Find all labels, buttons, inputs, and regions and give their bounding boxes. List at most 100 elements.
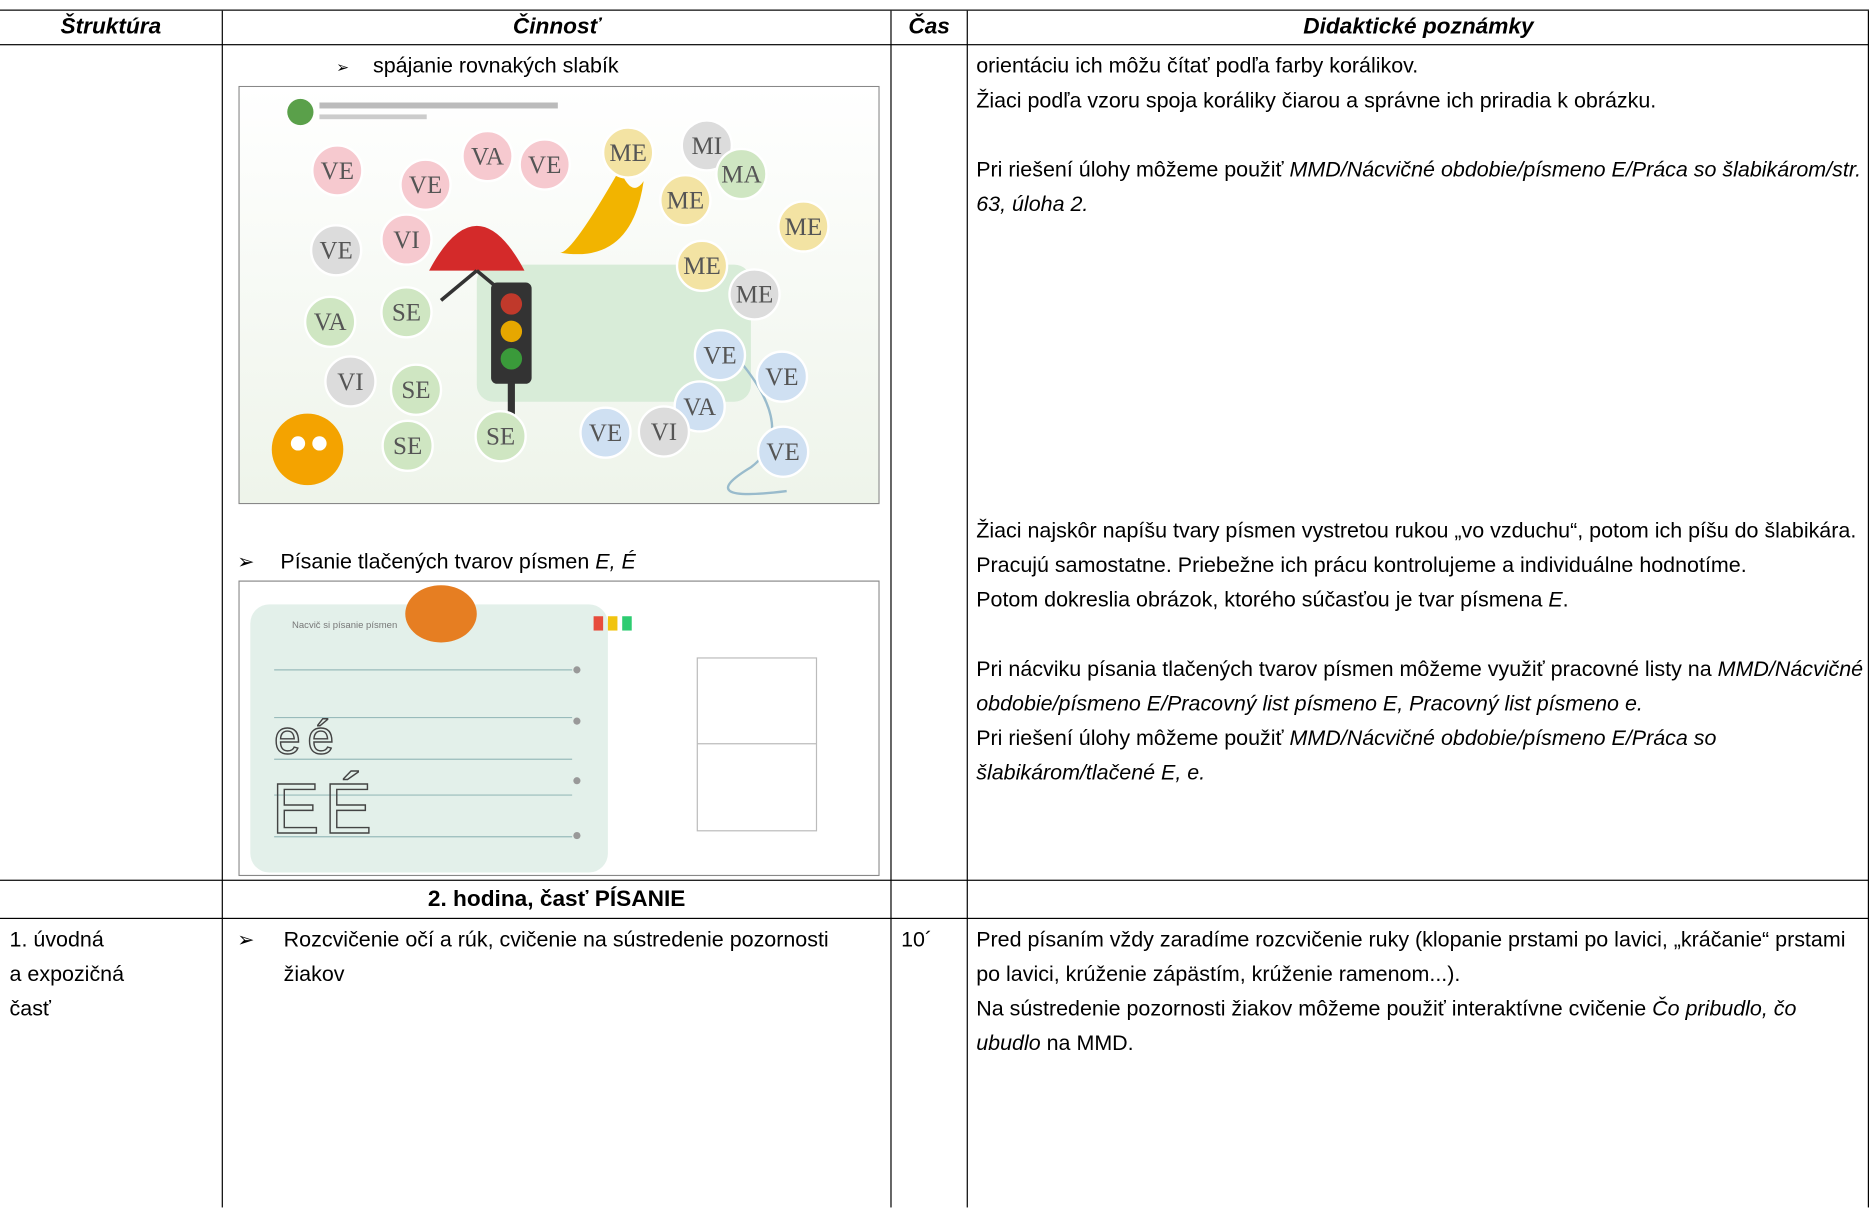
bead-label: SE <box>392 300 421 327</box>
text-run: orientáciu ich môžu čítať podľa farby ko… <box>976 53 1419 78</box>
bead-label: SE <box>486 424 515 451</box>
rule <box>890 10 892 1208</box>
bead <box>693 328 747 382</box>
bead-label: SE <box>401 377 430 404</box>
text-run: na MMD. <box>1040 1031 1134 1055</box>
bead <box>680 119 734 172</box>
text-run: Pri nácviku písania tlačených tvarov pís… <box>976 656 1718 681</box>
section-title: 2. hodina, časť PÍSANIE <box>427 886 686 912</box>
text-run: Čo pribudlo, čo ubudlo <box>976 996 1797 1055</box>
bead <box>601 126 655 179</box>
bead <box>777 200 830 253</box>
bead <box>389 363 443 416</box>
bead-label: VE <box>765 364 798 391</box>
bead-label: VA <box>683 394 716 421</box>
bead <box>518 138 571 191</box>
header-cell: Didaktické poznámky <box>1303 14 1534 40</box>
structure-line: a expozičná <box>9 961 125 986</box>
bead-label: VE <box>319 238 352 265</box>
text-run: Žiaci najskôr napíšu tvary písmen vystre… <box>976 518 1857 577</box>
time: 10´ <box>901 927 933 952</box>
bead <box>715 147 768 201</box>
structure-cell: 1. úvodná a expozičná časť <box>10 923 125 1027</box>
bead <box>380 213 433 266</box>
bead <box>324 355 377 408</box>
text-run: Pri riešení úlohy môžeme použiť <box>976 157 1290 182</box>
caption: Nacvič si písanie písmen <box>292 620 397 631</box>
paragraph: Pri nácviku písania tlačených tvarov pís… <box>976 652 1864 721</box>
spacer <box>976 617 1864 652</box>
structure-line: 1. úvodná <box>9 927 104 952</box>
bead <box>399 158 452 211</box>
bead <box>755 350 809 403</box>
paragraph: Žiaci podľa vzoru spoja koráliky čiarou … <box>976 83 1864 118</box>
bead-label: VE <box>409 172 442 199</box>
bead-label: ME <box>683 253 721 280</box>
text-run: E, É <box>595 549 636 574</box>
notes: Pred písaním vždy zaradíme rozcvičenie r… <box>976 923 1864 1061</box>
bead-label: VE <box>528 152 561 179</box>
bead-label: MI <box>692 133 723 160</box>
bead <box>659 174 712 227</box>
bead-label: MA <box>721 161 761 188</box>
paragraph: Pred písaním vždy zaradíme rozcvičenie r… <box>976 923 1864 992</box>
rule <box>0 917 1869 920</box>
bead <box>381 419 434 473</box>
bead-label: VI <box>337 369 363 396</box>
text-run: Žiaci podľa vzoru spoja koráliky čiarou … <box>976 88 1657 113</box>
notes: Žiaci najskôr napíšu tvary písmen vystre… <box>976 514 1864 791</box>
rule <box>221 10 223 1208</box>
structure-line: časť <box>9 996 51 1021</box>
bead <box>728 268 781 321</box>
bead <box>637 405 691 458</box>
spacer <box>976 118 1864 153</box>
bead-label: ME <box>609 140 647 167</box>
text-run: MMD/Nácvičné obdobie/písmeno E/Pracovný … <box>976 656 1864 716</box>
rule <box>966 10 968 1208</box>
bead <box>309 224 363 277</box>
rule <box>0 44 1869 46</box>
bead <box>311 144 364 197</box>
rule <box>0 9 1869 11</box>
bead-label: ME <box>785 214 823 241</box>
text-run: Pred písaním vždy zaradíme rozcvičenie r… <box>976 927 1846 986</box>
paragraph: orientáciu ich môžu čítať podľa farby ko… <box>976 49 1864 84</box>
paragraph: Pri riešení úlohy môžeme použiť MMD/Nácv… <box>976 153 1864 222</box>
text-run: E <box>1548 587 1563 612</box>
text-run: MMD/Nácvičné obdobie/písmeno E/Práca so … <box>976 157 1862 216</box>
text-run: Potom dokreslia obrázok, ktorého súčasťo… <box>976 587 1549 612</box>
text-run: . <box>1562 587 1569 612</box>
text-run: Písanie tlačených tvarov písmen <box>280 549 596 574</box>
bullet-item: ➢ spájanie rovnakých slabík <box>336 53 619 78</box>
activity: Písanie tlačených tvarov písmen E, É <box>280 549 635 573</box>
header-cell: Činnosť <box>512 14 601 40</box>
letter: É <box>324 769 372 849</box>
text-run: MMD/Nácvičné obdobie/písmeno E/Práca so … <box>976 725 1717 785</box>
rule <box>0 879 1869 881</box>
text-run: Na sústredenie pozornosti žiakov môžeme … <box>976 996 1653 1021</box>
bead-label: SE <box>393 433 422 460</box>
bead <box>756 425 810 478</box>
bead-label: VI <box>393 227 419 254</box>
bullet-item: ➢ Rozcvičenie očí a rúk, cvičenie na súst… <box>237 923 881 992</box>
bead-label: VE <box>589 420 622 447</box>
bead-label: VA <box>471 143 504 170</box>
bullet-item: ➢ Písanie tlačených tvarov písmen E, É <box>237 549 636 574</box>
bead-label: VE <box>703 343 736 370</box>
letter: e <box>274 711 301 764</box>
letter: é <box>308 711 335 764</box>
text-run: Pri riešení úlohy môžeme použiť <box>976 725 1290 750</box>
paragraph: Žiaci najskôr napíšu tvary písmen vystre… <box>976 514 1864 583</box>
activity: Rozcvičenie očí a rúk, cvičenie na sústr… <box>283 927 829 986</box>
bead <box>461 129 514 183</box>
letter: E <box>272 769 320 849</box>
header-cell: Štruktúra <box>60 14 162 40</box>
bead <box>675 239 729 293</box>
paragraph: Potom dokreslia obrázok, ktorého súčasťo… <box>976 583 1864 618</box>
activity: spájanie rovnakých slabík <box>372 53 619 78</box>
bead <box>579 406 632 459</box>
notes: orientáciu ich môžu čítať podľa farby ko… <box>976 49 1864 222</box>
bead-label: ME <box>667 188 705 215</box>
